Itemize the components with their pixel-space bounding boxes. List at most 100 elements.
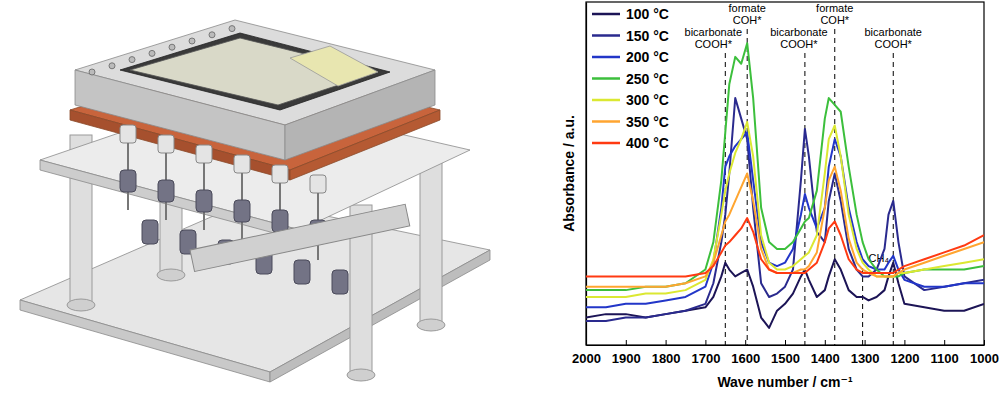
valve xyxy=(196,190,212,212)
series-line xyxy=(586,218,984,276)
valve xyxy=(158,180,174,202)
screw xyxy=(229,26,235,32)
leg-foot xyxy=(157,269,185,281)
legend-label: 250 °C xyxy=(626,71,669,87)
base-plate-edge xyxy=(270,250,490,382)
annotations: bicarbonateCOOH*formateCOH*bicarbonateCO… xyxy=(685,2,922,345)
x-tick-label: 1600 xyxy=(731,351,760,366)
legend-swatch xyxy=(592,77,620,80)
annotation-label: COH* xyxy=(820,14,849,26)
legend-swatch xyxy=(592,13,620,16)
annotation-label: COOH* xyxy=(780,38,818,50)
x-tick-mark xyxy=(785,340,786,345)
legend-label: 300 °C xyxy=(626,92,669,108)
valve xyxy=(294,260,310,284)
annotation-label: COOH* xyxy=(695,38,733,50)
legend-swatch xyxy=(592,142,620,145)
valve xyxy=(120,170,136,192)
manifold xyxy=(190,204,410,271)
annotation-label: COOH* xyxy=(875,38,913,50)
leg xyxy=(420,155,442,325)
x-tick: 1800 xyxy=(652,340,681,366)
x-tick-mark xyxy=(666,340,667,345)
window-highlight xyxy=(290,46,378,86)
screw xyxy=(189,38,195,44)
fitting xyxy=(120,125,136,143)
x-tick-mark xyxy=(745,340,746,345)
screw xyxy=(149,50,155,56)
x-tick-label: 1900 xyxy=(612,351,641,366)
x-tick-mark xyxy=(984,340,985,345)
x-tick-mark xyxy=(626,340,627,345)
annotation-label: bicarbonate xyxy=(685,26,743,38)
valve xyxy=(332,270,348,294)
x-tick-label: 1200 xyxy=(890,351,919,366)
legend-swatch xyxy=(592,99,620,102)
series-line xyxy=(586,167,984,287)
window xyxy=(120,33,390,110)
legend-swatch xyxy=(592,34,620,37)
legend-entry: 150 °C xyxy=(592,28,669,44)
valve xyxy=(234,200,250,222)
legend-label: 100 °C xyxy=(626,6,669,22)
x-axis-line xyxy=(587,345,985,346)
x-tick: 1200 xyxy=(890,340,919,366)
annotation-line xyxy=(725,53,726,345)
series-line xyxy=(586,98,984,321)
x-tick-mark xyxy=(904,340,905,345)
legend: 100 °C 150 °C 200 °C 250 °C 300 °C 350 °C 400 … xyxy=(592,6,669,151)
legend-entry: 200 °C xyxy=(592,49,669,65)
fitting xyxy=(196,145,212,163)
x-tick-label: 1700 xyxy=(691,351,720,366)
annotation-line xyxy=(893,53,894,345)
annotation-label: COH* xyxy=(733,14,762,26)
leg-foot xyxy=(417,319,445,331)
annotation-line xyxy=(834,29,835,345)
fitting xyxy=(158,135,174,153)
leg-foot xyxy=(347,369,375,381)
x-tick-mark xyxy=(944,340,945,345)
x-tick-mark xyxy=(705,340,706,345)
screw xyxy=(109,63,115,69)
x-tick-mark xyxy=(865,340,866,345)
x-tick: 1100 xyxy=(931,340,959,366)
x-tick: 1500 xyxy=(771,340,800,366)
annotation-label: formate xyxy=(729,2,766,14)
x-tick-label: 2000 xyxy=(572,351,601,366)
screw xyxy=(129,57,135,63)
y-axis-line xyxy=(586,3,587,346)
series-line xyxy=(586,132,984,307)
annotation-line xyxy=(747,29,748,345)
x-tick-label: 1400 xyxy=(811,351,840,366)
x-tick-label: 1100 xyxy=(931,351,959,366)
legend-entry: 350 °C xyxy=(592,114,669,130)
legend-entry: 250 °C xyxy=(592,71,669,87)
x-tick-label: 1500 xyxy=(771,351,800,366)
legend-entry: 400 °C xyxy=(592,135,669,151)
legend-entry: 100 °C xyxy=(592,6,669,22)
y-axis-title: Absorbance / a.u. xyxy=(561,115,577,232)
valve xyxy=(142,220,158,244)
x-tick: 1000 xyxy=(970,340,999,366)
fitting xyxy=(310,175,326,193)
x-tick-mark xyxy=(825,340,826,345)
annotation-label: formate xyxy=(816,2,853,14)
leg-foot xyxy=(67,299,95,311)
annotation-label: bicarbonate xyxy=(865,26,923,38)
legend-label: 150 °C xyxy=(626,28,669,44)
reactor-illustration xyxy=(20,20,490,382)
screw xyxy=(169,44,175,50)
x-tick-label: 1300 xyxy=(851,351,880,366)
series-line xyxy=(586,122,984,297)
fitting xyxy=(234,155,250,173)
fitting xyxy=(272,165,288,183)
window-glass xyxy=(130,38,378,105)
annotation: bicarbonateCOOH* xyxy=(865,26,923,345)
annotation-line xyxy=(862,268,863,345)
x-tick-label: 1800 xyxy=(652,351,681,366)
legend-label: 200 °C xyxy=(626,49,669,65)
x-tick-label: 1000 xyxy=(970,351,999,366)
legend-swatch xyxy=(592,56,620,59)
x-tick: 1900 xyxy=(612,340,641,366)
legend-label: 350 °C xyxy=(626,114,669,130)
